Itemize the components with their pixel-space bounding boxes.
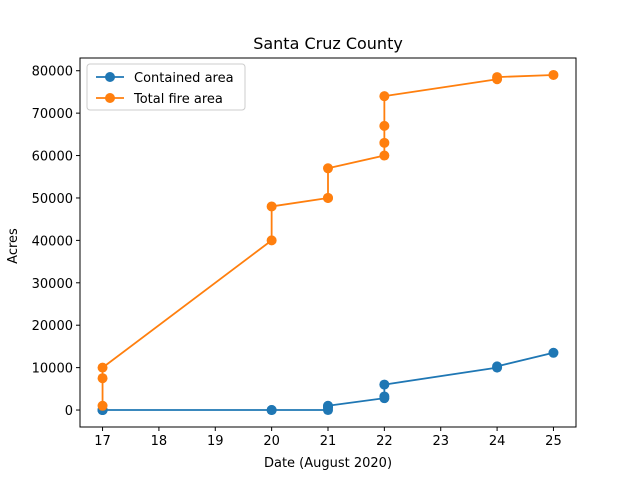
x-tick-label: 18 — [151, 434, 168, 449]
x-tick-label: 23 — [432, 434, 449, 449]
x-tick-label: 17 — [94, 434, 111, 449]
data-point — [548, 69, 559, 80]
y-tick-label: 60000 — [32, 150, 73, 165]
y-tick-label: 50000 — [32, 192, 73, 207]
axes: 17 18 19 20 21 22 23 24 25 0 10000 20000 30000 40000 5… — [32, 57, 577, 449]
legend: Contained area Total fire area — [86, 63, 246, 111]
data-point — [97, 400, 108, 411]
data-point — [492, 72, 503, 83]
y-tick-label: 80000 — [32, 65, 73, 80]
y-axis-label: Acres — [6, 228, 21, 264]
data-point — [379, 137, 390, 148]
series-line-1 — [101, 74, 554, 406]
data-point — [266, 405, 277, 416]
x-tick-label: 25 — [545, 434, 562, 449]
data-point — [548, 347, 559, 358]
data-point — [379, 91, 390, 102]
data-point — [379, 150, 390, 161]
legend-label-0: Contained area — [134, 71, 234, 86]
x-tick-label: 20 — [263, 434, 280, 449]
data-point — [266, 235, 277, 246]
y-tick-label: 70000 — [32, 107, 73, 122]
axes-frame — [79, 57, 577, 428]
data-point — [323, 192, 333, 203]
data-point — [379, 379, 390, 390]
chart-title: Santa Cruz County — [253, 34, 403, 53]
y-tick-label: 10000 — [32, 362, 73, 377]
x-axis-label: Date (August 2020) — [264, 456, 392, 471]
y-tick-label: 0 — [65, 404, 73, 419]
x-tick-label: 24 — [489, 434, 506, 449]
y-tick-label: 20000 — [32, 319, 73, 334]
x-tick-label: 21 — [320, 434, 337, 449]
x-tick-label: 19 — [207, 434, 224, 449]
data-point — [323, 400, 333, 411]
y-tick-label: 40000 — [32, 234, 73, 249]
data-point — [323, 163, 333, 174]
x-tick-label: 22 — [376, 434, 393, 449]
data-point — [379, 120, 390, 131]
data-point — [379, 391, 390, 402]
legend-marker-1 — [105, 93, 115, 103]
data-point — [97, 362, 108, 373]
plot-area — [97, 69, 559, 416]
y-tick-label: 30000 — [32, 277, 73, 292]
legend-box — [86, 63, 246, 111]
legend-marker-0 — [105, 72, 115, 82]
legend-label-1: Total fire area — [133, 92, 223, 107]
data-point — [97, 373, 108, 384]
data-point — [492, 361, 503, 372]
data-point — [266, 201, 277, 212]
